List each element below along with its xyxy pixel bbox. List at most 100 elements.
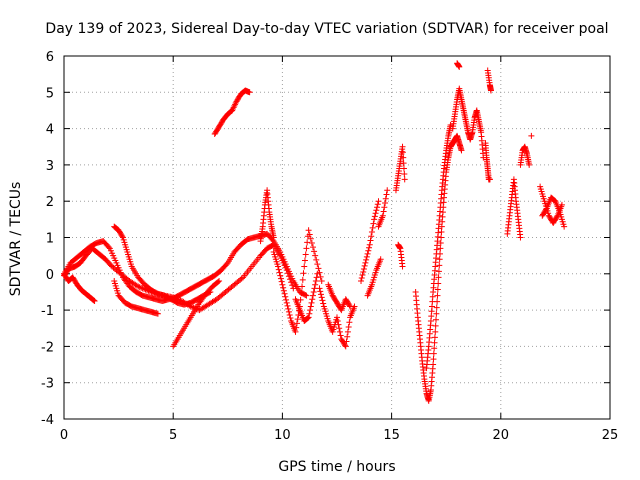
data-point	[561, 223, 568, 230]
data-point	[105, 244, 112, 251]
data-point	[401, 170, 408, 177]
data-point	[285, 273, 292, 280]
data-point	[314, 261, 321, 268]
data-point	[486, 176, 493, 183]
data-point	[358, 278, 365, 285]
data-point	[223, 261, 230, 268]
data-point	[246, 89, 253, 96]
data-point	[346, 319, 353, 326]
data-point	[119, 233, 126, 240]
y-tick-label: -2	[41, 340, 54, 355]
data-point	[379, 212, 386, 219]
data-point	[285, 305, 292, 312]
data-point	[366, 241, 373, 248]
data-point	[303, 245, 310, 252]
y-tick-label: -1	[41, 304, 54, 319]
data-point	[311, 248, 318, 255]
data-point	[307, 235, 314, 242]
data-point	[362, 259, 369, 266]
data-point	[347, 303, 354, 310]
data-point	[293, 324, 300, 331]
data-point	[287, 314, 294, 321]
data-point	[311, 285, 318, 292]
data-point	[436, 256, 443, 263]
data-point	[276, 269, 283, 276]
data-point	[275, 266, 282, 273]
data-point	[433, 304, 440, 311]
data-point	[384, 187, 391, 194]
data-point	[487, 87, 494, 94]
data-point	[292, 328, 299, 335]
x-tick-label: 0	[60, 428, 68, 443]
data-point	[302, 291, 309, 298]
y-tick-label: 1	[46, 232, 54, 247]
data-point	[550, 196, 557, 203]
data-point	[294, 316, 301, 323]
data-point	[216, 278, 223, 285]
data-point	[214, 278, 221, 285]
data-point	[309, 244, 316, 251]
data-point	[437, 239, 444, 246]
data-point	[310, 288, 317, 295]
data-point	[279, 281, 286, 288]
data-point	[401, 176, 408, 183]
data-point	[297, 296, 304, 303]
data-point	[342, 343, 349, 350]
data-point	[434, 292, 441, 299]
data-point	[299, 276, 306, 283]
data-point	[283, 296, 290, 303]
x-axis: 0 5 10 15 20 25	[60, 56, 618, 443]
data-point	[288, 279, 295, 286]
data-point	[135, 283, 142, 290]
data-point	[309, 292, 316, 299]
data-point	[374, 201, 381, 208]
data-point	[319, 297, 326, 304]
data-point	[315, 265, 322, 272]
data-point	[334, 317, 341, 324]
data-point	[368, 233, 375, 240]
y-axis-label: SDTVAR / TECUs	[8, 182, 24, 297]
data-point	[91, 298, 98, 305]
data-point	[371, 213, 378, 220]
y-tick-label: 6	[46, 50, 54, 65]
x-tick-label: 10	[274, 428, 291, 443]
data-point	[344, 328, 351, 335]
data-point	[301, 257, 308, 264]
data-point	[312, 281, 319, 288]
data-point	[312, 278, 319, 285]
data-point	[312, 252, 319, 259]
data-point	[435, 268, 442, 275]
data-point	[382, 200, 389, 207]
y-axis: -4 -3 -2 -1 0 1 2 3 4 5 6	[41, 50, 610, 428]
data-point	[435, 274, 442, 281]
data-point	[307, 307, 314, 314]
data-point	[301, 263, 308, 270]
data-point	[363, 253, 370, 260]
data-point	[290, 285, 297, 292]
data-point	[526, 161, 533, 168]
data-point	[320, 300, 327, 307]
data-point	[381, 204, 388, 211]
data-point	[305, 314, 312, 321]
data-point	[318, 294, 325, 301]
y-tick-label: 0	[46, 268, 54, 283]
data-point	[542, 206, 549, 213]
data-point	[317, 291, 324, 298]
data-point	[295, 311, 302, 318]
y-tick-label: 3	[46, 159, 54, 174]
data-point	[377, 256, 384, 263]
data-point	[277, 275, 284, 282]
data-point	[303, 292, 310, 299]
data-point	[284, 270, 291, 277]
data-point	[308, 239, 315, 246]
data-point	[558, 201, 565, 208]
chart-title: Day 139 of 2023, Sidereal Day-to-day VTE…	[45, 21, 608, 37]
data-point	[304, 239, 311, 246]
data-point	[399, 143, 406, 150]
data-point	[335, 321, 342, 328]
data-point	[372, 210, 379, 217]
data-point	[517, 234, 524, 241]
data-point	[306, 231, 313, 238]
data-point	[447, 121, 454, 128]
data-point	[299, 283, 306, 290]
